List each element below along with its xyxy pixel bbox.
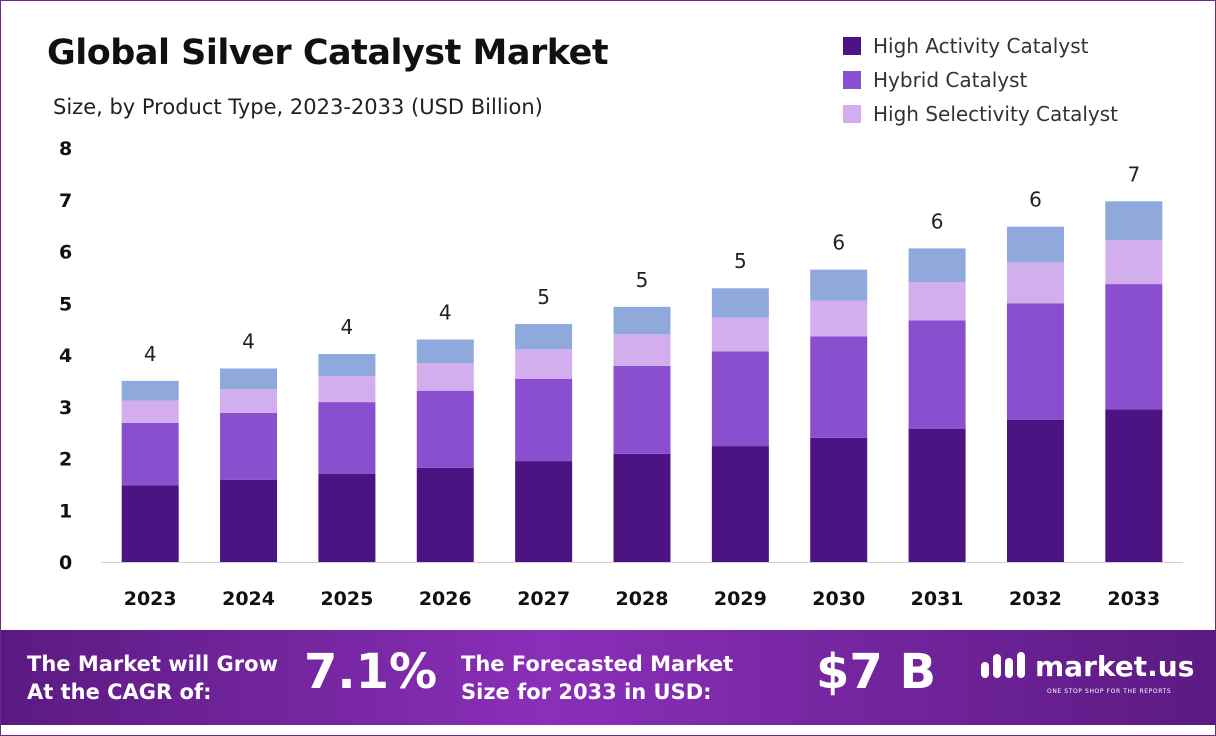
- bar-segment-hybrid-catalyst: [515, 378, 573, 462]
- data-label: 7: [1127, 162, 1140, 186]
- data-label: 4: [439, 300, 452, 324]
- bar-segment-hybrid-catalyst: [220, 412, 278, 480]
- bar-segment-other: [121, 380, 179, 401]
- bar-segment-high-selectivity-catalyst: [318, 376, 376, 403]
- x-tick-label: 2026: [419, 588, 472, 610]
- x-tick-label: 2027: [517, 588, 570, 610]
- chart-title: Global Silver Catalyst Market: [47, 33, 609, 73]
- bar-segment-high-selectivity-catalyst: [908, 282, 966, 321]
- bar-segment-high-activity-catalyst: [318, 474, 376, 562]
- bar-segment-other: [908, 248, 966, 283]
- bar-segment-high-activity-catalyst: [810, 437, 868, 562]
- legend: High Activity Catalyst Hybrid Catalyst H…: [843, 29, 1118, 131]
- forecast-label: The Forecasted Market Size for 2033 in U…: [461, 652, 734, 704]
- cagr-value: 7.1%: [304, 644, 438, 700]
- y-tick-label: 5: [59, 293, 72, 315]
- y-tick-label: 8: [59, 138, 72, 160]
- bar-segment-other: [1006, 226, 1064, 263]
- data-label: 4: [341, 315, 354, 339]
- bar-segment-other: [515, 323, 573, 350]
- stacked-bar-chart: 0 1 2 3 4 5 6 7 8 4 2023 4 2024 4 2025 4 2026 5 2027 5 2028 5…: [59, 138, 1183, 610]
- bar-segment-high-activity-catalyst: [908, 429, 966, 562]
- bar-segment-hybrid-catalyst: [908, 320, 966, 430]
- bar-segment-high-activity-catalyst: [1105, 409, 1163, 562]
- bar-segment-high-activity-catalyst: [613, 453, 671, 562]
- brand-tagline: ONE STOP SHOP FOR THE REPORTS: [1047, 688, 1172, 695]
- data-label: 5: [734, 249, 747, 273]
- data-label: 4: [242, 329, 255, 353]
- bar-segment-other: [416, 339, 474, 364]
- y-tick-label: 7: [59, 190, 72, 212]
- bar-segment-other: [1105, 201, 1163, 241]
- x-tick-label: 2028: [616, 588, 669, 610]
- legend-swatch-high-activity: [843, 37, 861, 55]
- x-tick-label: 2023: [124, 588, 177, 610]
- data-label: 4: [144, 342, 157, 366]
- bar-segment-hybrid-catalyst: [711, 351, 769, 447]
- bar-segment-high-selectivity-catalyst: [121, 400, 179, 423]
- bar-segment-high-selectivity-catalyst: [416, 363, 474, 391]
- brand-name: market.us: [1035, 649, 1195, 683]
- legend-item-hybrid: Hybrid Catalyst: [843, 63, 1118, 97]
- y-tick-label: 6: [59, 242, 72, 264]
- data-label: 6: [1029, 188, 1042, 212]
- bar-segment-high-activity-catalyst: [515, 461, 573, 562]
- bar-segment-high-selectivity-catalyst: [1006, 262, 1064, 304]
- bar-segment-high-selectivity-catalyst: [613, 334, 671, 366]
- bar-segment-other: [711, 288, 769, 318]
- y-tick-label: 0: [59, 552, 72, 574]
- bar-segment-high-activity-catalyst: [220, 479, 278, 562]
- legend-label-high-activity: High Activity Catalyst: [873, 34, 1089, 58]
- y-tick-label: 3: [59, 397, 72, 419]
- legend-item-high-selectivity: High Selectivity Catalyst: [843, 97, 1118, 131]
- bar-segment-hybrid-catalyst: [318, 402, 376, 475]
- market-us-logo-icon: [981, 652, 1025, 678]
- bar-segment-high-activity-catalyst: [1006, 419, 1064, 562]
- bar-segment-hybrid-catalyst: [121, 422, 179, 486]
- bar-segment-high-selectivity-catalyst: [711, 317, 769, 352]
- legend-label-hybrid: Hybrid Catalyst: [873, 68, 1028, 92]
- chart-subtitle: Size, by Product Type, 2023-2033 (USD Bi…: [53, 95, 543, 119]
- bar-segment-high-selectivity-catalyst: [810, 300, 868, 337]
- data-label: 6: [832, 231, 845, 255]
- bar-segment-hybrid-catalyst: [1006, 303, 1064, 420]
- bar-segment-hybrid-catalyst: [613, 365, 671, 454]
- x-tick-label: 2030: [812, 588, 865, 610]
- y-tick-label: 2: [59, 449, 72, 471]
- legend-label-high-selectivity: High Selectivity Catalyst: [873, 102, 1118, 126]
- bar-segment-high-selectivity-catalyst: [220, 389, 278, 413]
- bar-segment-other: [318, 353, 376, 377]
- bar-segment-other: [220, 368, 278, 390]
- cagr-label: The Market will Grow At the CAGR of:: [27, 652, 278, 704]
- x-tick-label: 2033: [1107, 588, 1160, 610]
- forecast-value: $7 B: [816, 644, 937, 700]
- bar-segment-high-activity-catalyst: [416, 467, 474, 562]
- x-tick-label: 2031: [911, 588, 964, 610]
- bar-segment-high-selectivity-catalyst: [1105, 240, 1163, 285]
- legend-item-high-activity: High Activity Catalyst: [843, 29, 1118, 63]
- bar-segment-other: [810, 269, 868, 301]
- data-label: 5: [537, 285, 550, 309]
- legend-swatch-hybrid: [843, 71, 861, 89]
- data-label: 5: [636, 268, 649, 292]
- x-tick-label: 2032: [1009, 588, 1062, 610]
- summary-banner: The Market will Grow At the CAGR of: 7.1…: [1, 630, 1216, 725]
- x-tick-label: 2024: [222, 588, 275, 610]
- legend-swatch-high-selectivity: [843, 105, 861, 123]
- x-tick-label: 2029: [714, 588, 767, 610]
- bar-segment-other: [613, 306, 671, 335]
- data-label: 6: [931, 209, 944, 233]
- bar-segment-hybrid-catalyst: [416, 390, 474, 468]
- brand-logo: market.us ONE STOP SHOP FOR THE REPORTS: [979, 648, 1195, 695]
- x-tick-label: 2025: [320, 588, 373, 610]
- bar-segment-hybrid-catalyst: [810, 336, 868, 438]
- bar-segment-high-activity-catalyst: [121, 485, 179, 562]
- y-tick-label: 1: [59, 500, 72, 522]
- bar-segment-high-activity-catalyst: [711, 446, 769, 562]
- bar-segment-high-selectivity-catalyst: [515, 349, 573, 379]
- bar-segment-hybrid-catalyst: [1105, 284, 1163, 410]
- y-tick-label: 4: [59, 345, 72, 367]
